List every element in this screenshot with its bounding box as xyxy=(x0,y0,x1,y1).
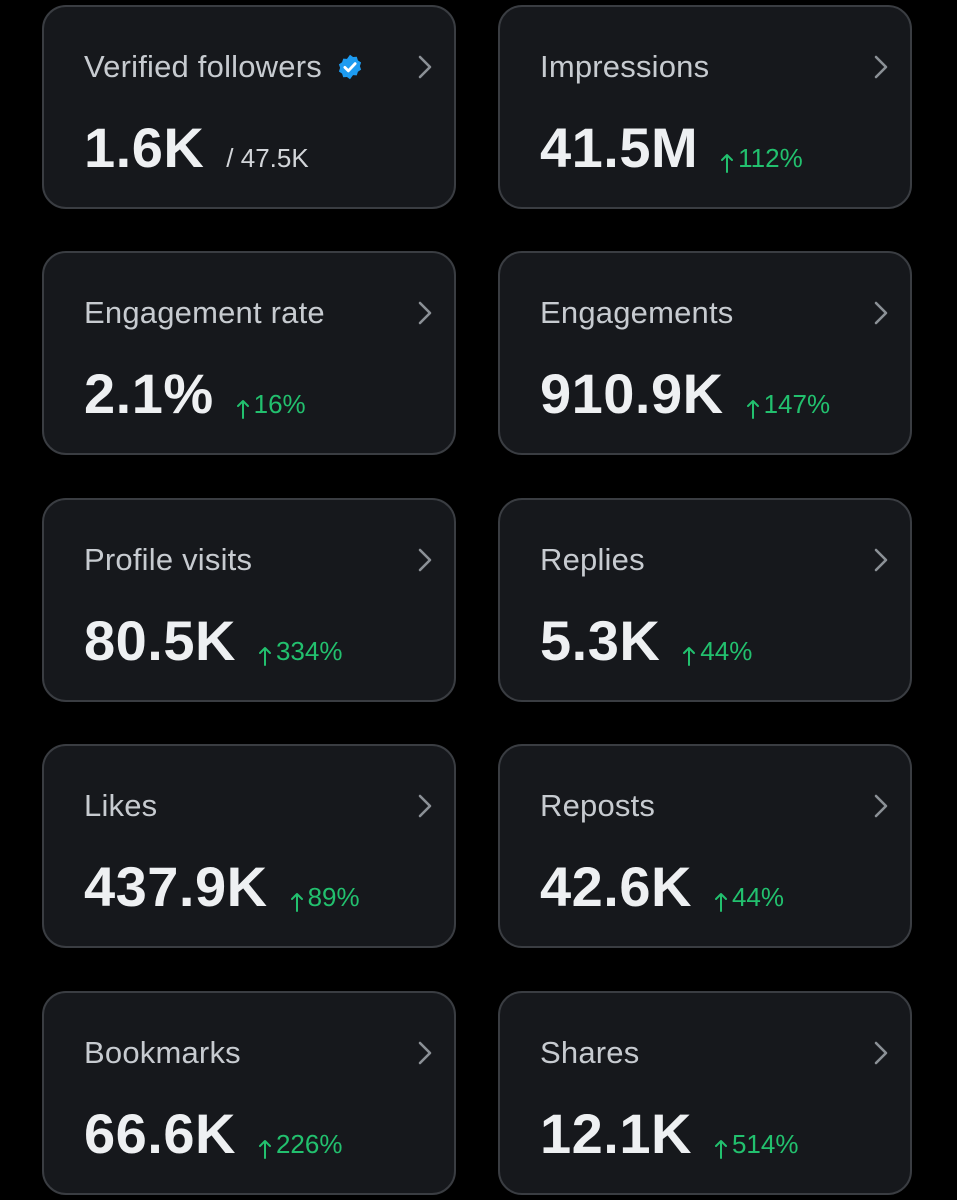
metric-card-bookmarks[interactable]: Bookmarks 66.6K 226% xyxy=(42,991,456,1195)
metric-card-reposts[interactable]: Reposts 42.6K 44% xyxy=(498,744,912,948)
chevron-right-icon xyxy=(418,1041,432,1065)
arrow-up-icon xyxy=(683,646,696,666)
metric-change-value: 44% xyxy=(731,882,784,912)
metric-card-impressions[interactable]: Impressions 41.5M 112% xyxy=(498,5,912,209)
metric-card-engagements[interactable]: Engagements 910.9K 147% xyxy=(498,251,912,455)
metric-change: 147% xyxy=(746,389,831,420)
metric-value: 80.5K xyxy=(84,609,236,672)
metric-card-shares[interactable]: Shares 12.1K 514% xyxy=(498,991,912,1195)
metric-title: Bookmarks xyxy=(84,1035,241,1070)
metric-change: 226% xyxy=(258,1129,343,1160)
metric-value: 41.5M xyxy=(540,116,699,179)
metric-change: 514% xyxy=(714,1129,799,1160)
metric-title: Engagement rate xyxy=(84,295,325,330)
arrow-up-icon xyxy=(290,892,303,912)
metric-change: 89% xyxy=(290,882,360,913)
metric-change: 112% xyxy=(720,143,803,174)
chevron-right-icon xyxy=(418,301,432,325)
metric-title: Reposts xyxy=(540,788,656,823)
chevron-right-icon xyxy=(874,301,888,325)
metric-value: 66.6K xyxy=(84,1102,236,1165)
metric-title: Likes xyxy=(84,788,158,823)
metric-change-value: 44% xyxy=(700,636,753,666)
chevron-right-icon xyxy=(874,548,888,572)
metric-card-replies[interactable]: Replies 5.3K 44% xyxy=(498,498,912,702)
metric-change-value: 147% xyxy=(763,389,831,419)
chevron-right-icon xyxy=(418,794,432,818)
metric-change: 44% xyxy=(714,882,784,913)
metric-title: Shares xyxy=(540,1035,640,1070)
metric-change-value: 112% xyxy=(738,143,803,173)
metric-card-likes[interactable]: Likes 437.9K 89% xyxy=(42,744,456,948)
metric-title: Profile visits xyxy=(84,542,253,577)
metric-value: 42.6K xyxy=(540,855,692,918)
metric-value: 910.9K xyxy=(540,362,724,425)
arrow-up-icon xyxy=(258,646,271,666)
metric-change: 334% xyxy=(258,636,343,667)
metric-total: / 47.5K xyxy=(226,143,309,173)
metric-change: 44% xyxy=(682,636,752,667)
metric-title: Replies xyxy=(540,542,645,577)
arrow-up-icon xyxy=(236,399,249,419)
metric-value: 12.1K xyxy=(540,1102,692,1165)
metric-title: Verified followers xyxy=(84,49,322,84)
arrow-up-icon xyxy=(746,399,759,419)
metric-title: Impressions xyxy=(540,49,710,84)
metric-change-value: 334% xyxy=(275,636,343,666)
arrow-up-icon xyxy=(721,153,734,173)
metric-card-verified-followers[interactable]: Verified followers 1.6K / 47.5K xyxy=(42,5,456,209)
metric-value: 437.9K xyxy=(84,855,268,918)
metric-value: 2.1% xyxy=(84,362,214,425)
chevron-right-icon xyxy=(874,794,888,818)
metric-card-engagement-rate[interactable]: Engagement rate 2.1% 16% xyxy=(42,251,456,455)
metric-change-value: 89% xyxy=(307,882,360,912)
chevron-right-icon xyxy=(874,55,888,79)
metric-value: 1.6K xyxy=(84,116,205,179)
chevron-right-icon xyxy=(418,548,432,572)
metric-change-value: 514% xyxy=(731,1129,799,1159)
chevron-right-icon xyxy=(418,55,432,79)
chevron-right-icon xyxy=(874,1041,888,1065)
metric-change: 16% xyxy=(236,389,306,420)
arrow-up-icon xyxy=(714,892,727,912)
metric-card-profile-visits[interactable]: Profile visits 80.5K 334% xyxy=(42,498,456,702)
metric-value: 5.3K xyxy=(540,609,661,672)
metric-change-value: 226% xyxy=(275,1129,343,1159)
metric-title: Engagements xyxy=(540,295,734,330)
metric-change-value: 16% xyxy=(253,389,306,419)
verified-badge-icon xyxy=(338,54,362,80)
arrow-up-icon xyxy=(714,1139,727,1159)
arrow-up-icon xyxy=(258,1139,271,1159)
